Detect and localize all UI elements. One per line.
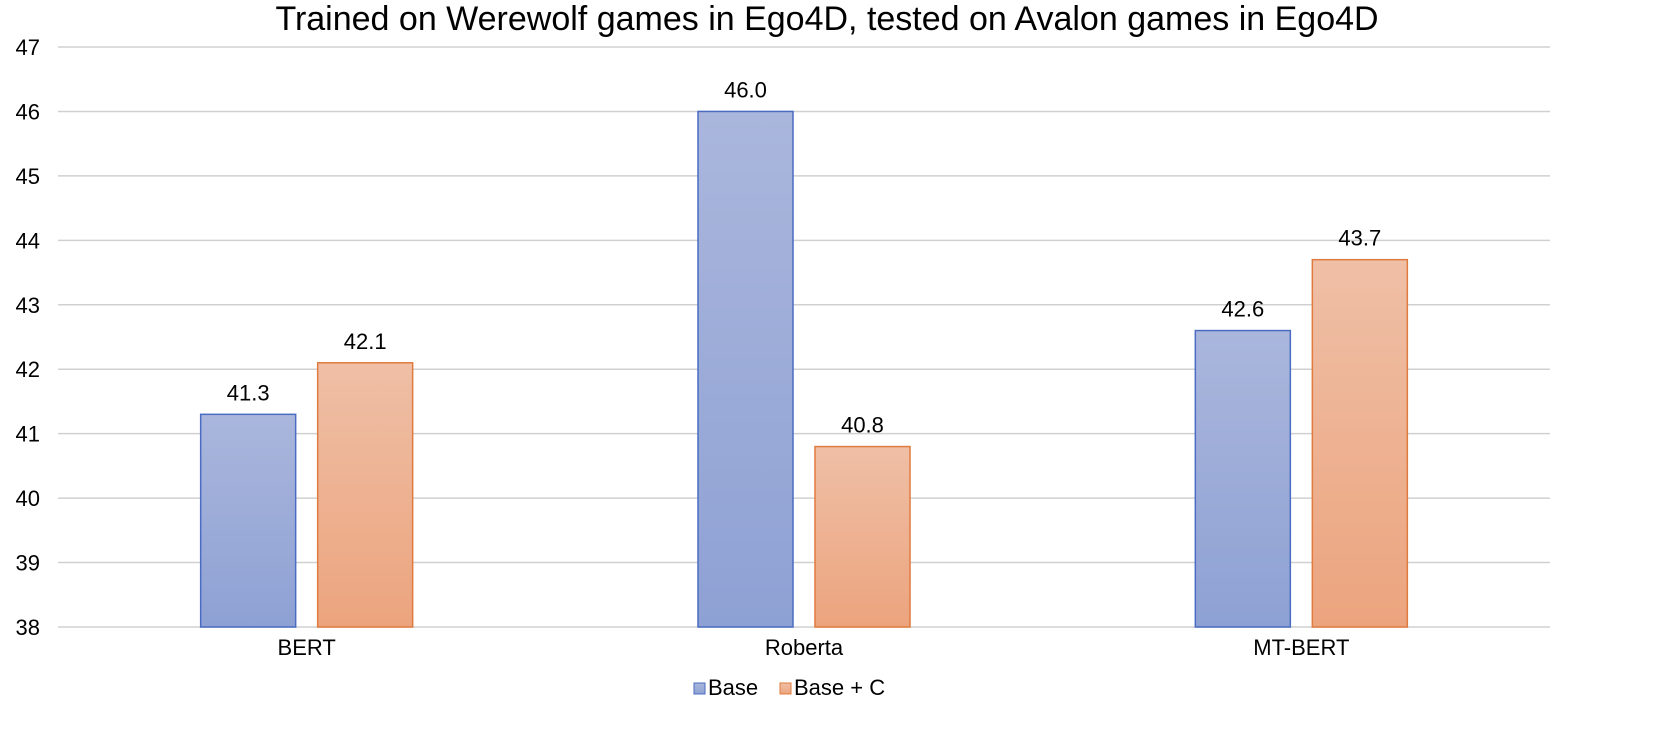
y-tick-label: 45	[16, 164, 40, 189]
data-label: 46.0	[724, 77, 767, 102]
y-tick-label: 42	[16, 357, 40, 382]
gridlines	[58, 46, 1550, 628]
bar-roberta-0	[697, 110, 794, 628]
data-label: 43.7	[1338, 226, 1381, 251]
y-tick-label: 39	[16, 551, 40, 576]
y-tick-label: 46	[16, 99, 40, 124]
bar-bert-0	[199, 413, 297, 628]
legend: Base Base + C	[693, 675, 885, 700]
legend-label: Base + C	[794, 675, 885, 700]
x-tick-label: Roberta	[765, 635, 844, 660]
data-label: 41.3	[227, 380, 270, 405]
bar-mt-bert-1	[1311, 258, 1409, 628]
chart-title: Trained on Werewolf games in Ego4D, test…	[275, 0, 1378, 38]
bars	[199, 110, 1409, 628]
bar-roberta-1	[814, 445, 911, 628]
y-tick-label: 43	[16, 293, 40, 318]
legend-label: Base	[708, 675, 758, 700]
data-label: 42.6	[1221, 297, 1264, 322]
x-tick-label: BERT	[278, 635, 336, 660]
y-tick-label: 44	[16, 228, 40, 253]
legend-swatch	[693, 682, 706, 695]
data-labels: 41.3 42.1 46.0 40.8 42.6 43.7	[227, 77, 1381, 437]
bar-bert-1	[316, 362, 414, 628]
y-axis-ticks: 38 39 40 41 42 43 44 45 46 47	[16, 35, 40, 640]
y-tick-label: 40	[16, 486, 40, 511]
data-label: 40.8	[841, 413, 884, 438]
legend-swatch	[779, 682, 792, 695]
y-tick-label: 41	[16, 422, 40, 447]
x-tick-label: MT-BERT	[1253, 635, 1349, 660]
bar-mt-bert-0	[1194, 329, 1292, 628]
data-label: 42.1	[344, 329, 387, 354]
x-axis-ticks: BERT Roberta MT-BERT	[278, 635, 1350, 660]
y-tick-label: 38	[16, 615, 40, 640]
y-tick-label: 47	[16, 35, 40, 60]
